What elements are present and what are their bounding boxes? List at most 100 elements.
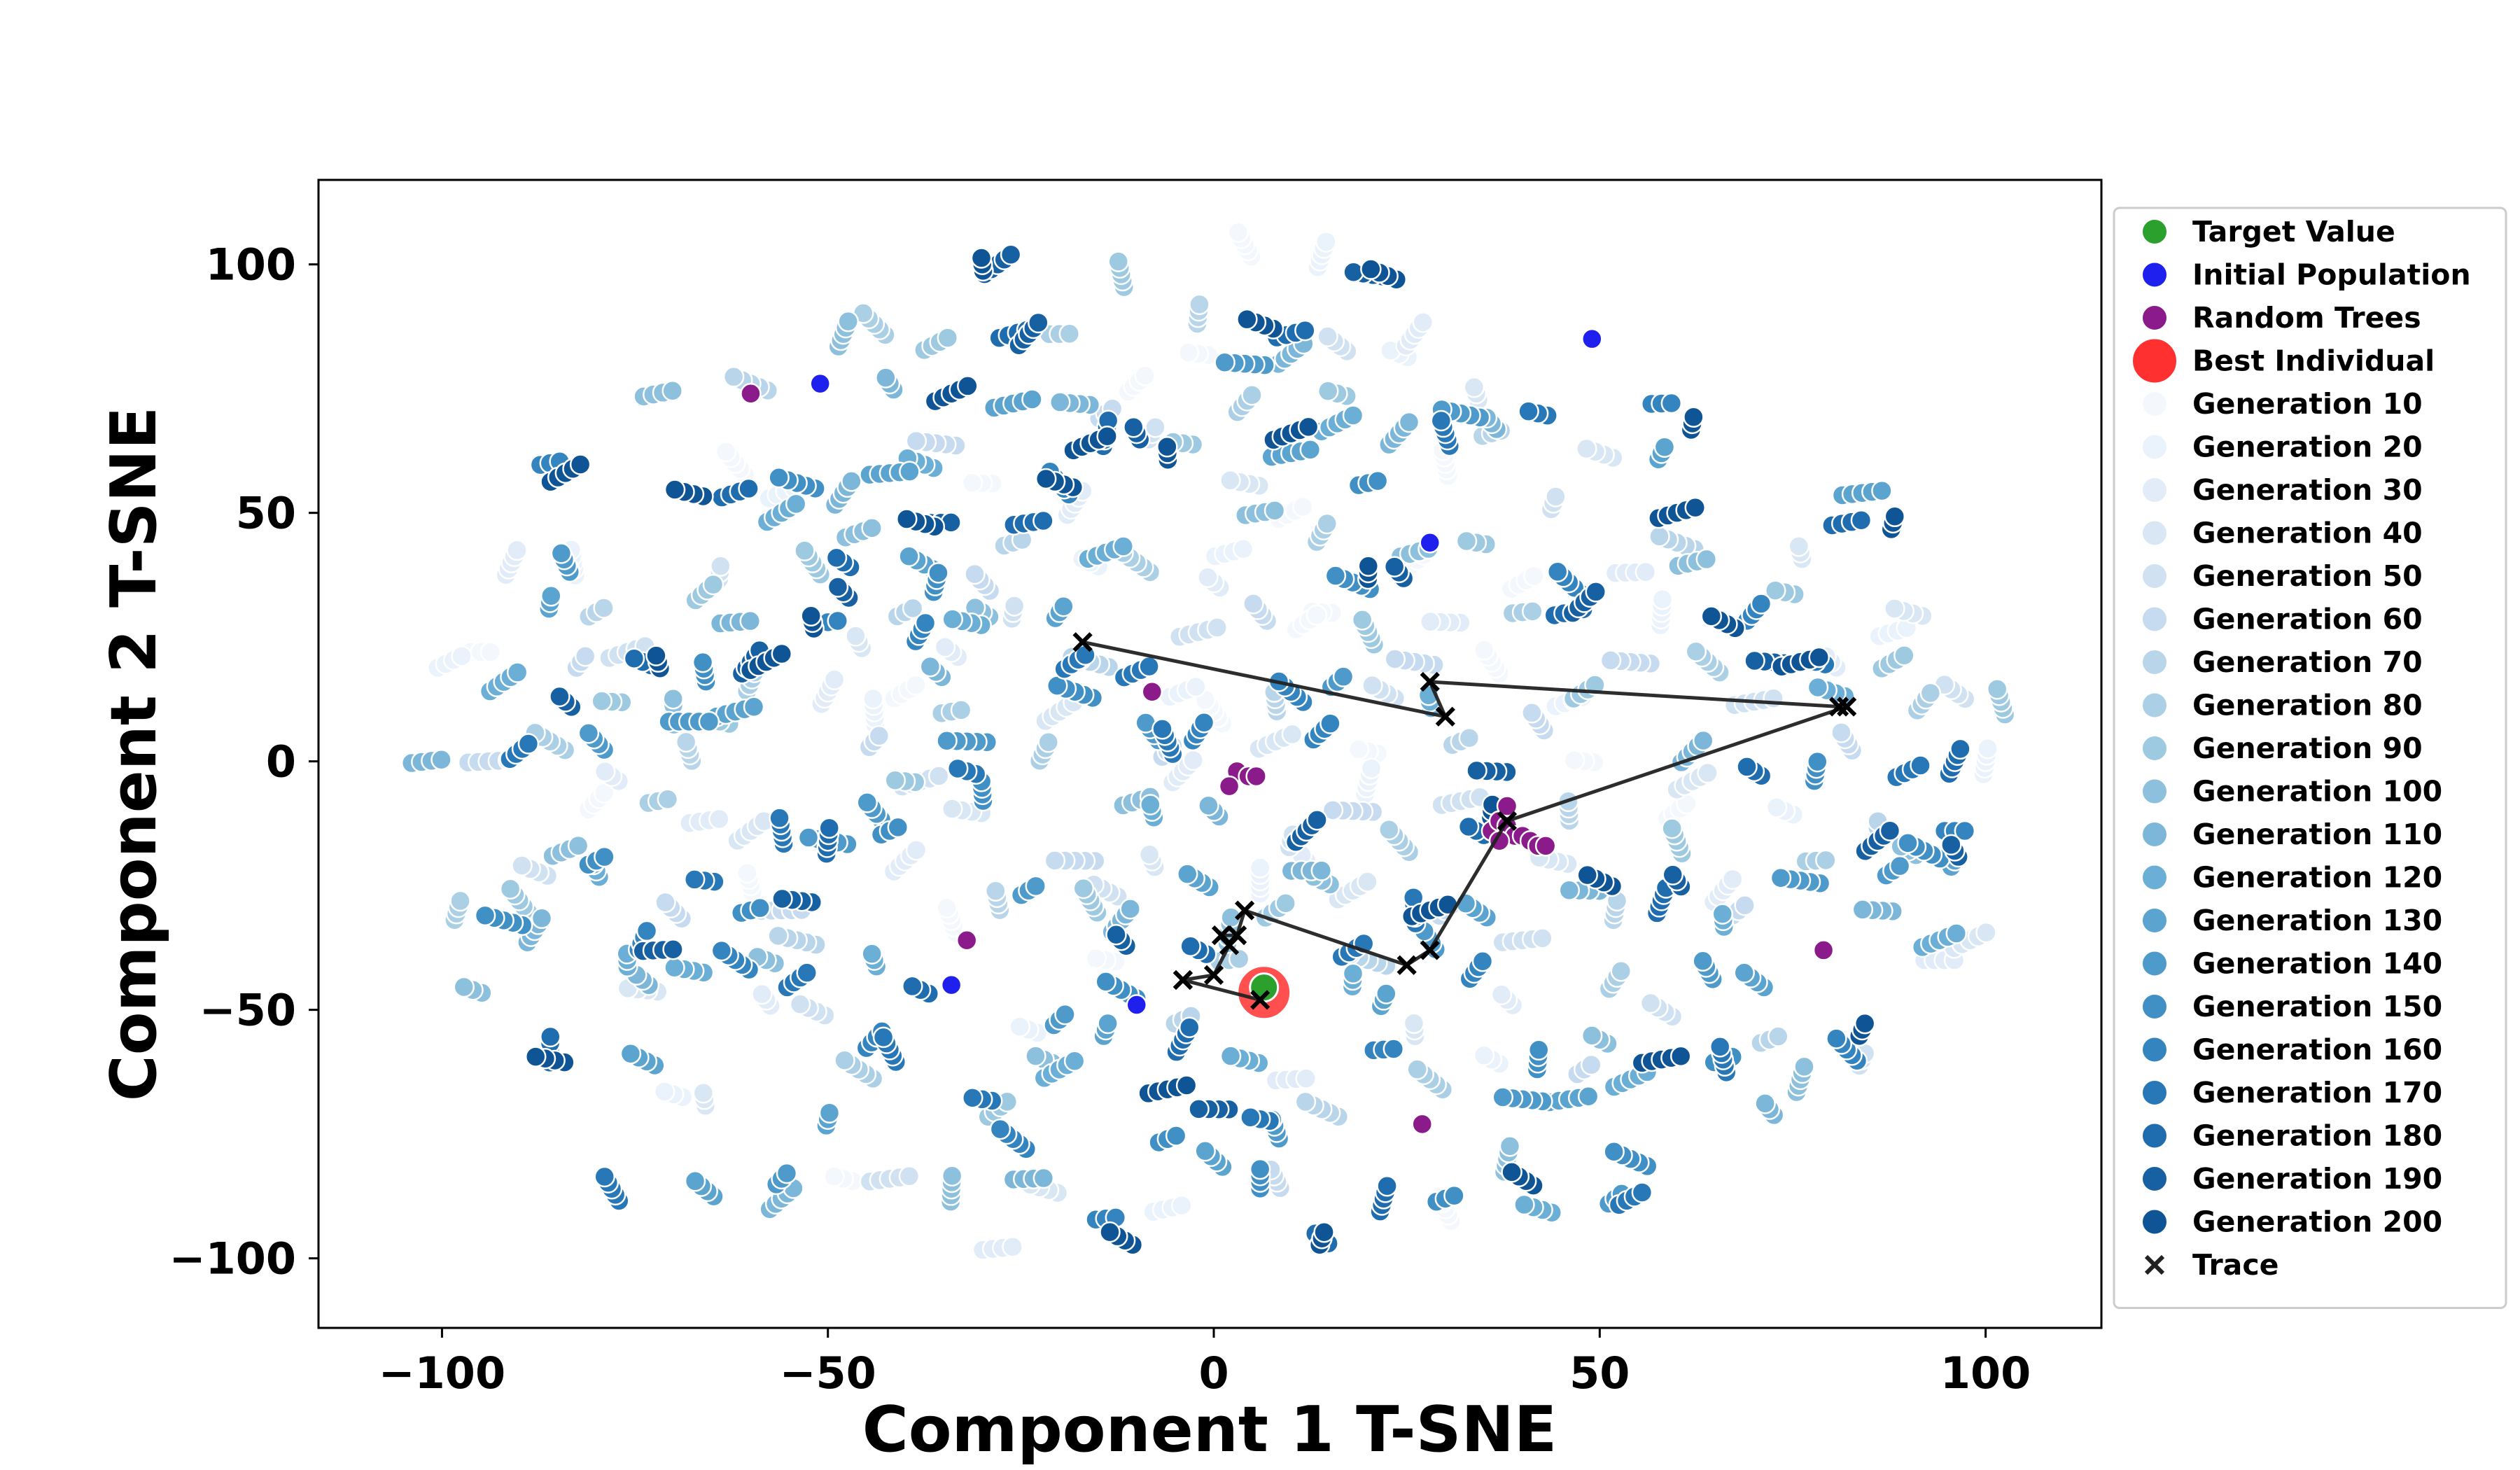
generation-100-point xyxy=(662,687,684,710)
generation-170-point xyxy=(1518,400,1539,422)
y-tick-label: −50 xyxy=(200,985,296,1036)
legend-entry-generation-20: Generation 20 xyxy=(2141,430,2423,464)
trace-marker xyxy=(1250,990,1270,1010)
legend-entry-generation-90: Generation 90 xyxy=(2141,732,2423,765)
generation-190-point xyxy=(827,576,849,598)
legend-marker xyxy=(2141,907,2168,934)
generation-40-point xyxy=(692,1082,715,1104)
x-axis-ticks: −100 −50 0 50 100 xyxy=(379,1328,2031,1399)
generation-10-point xyxy=(1085,947,1107,969)
trace-marker xyxy=(1172,969,1194,990)
generation-10-point xyxy=(936,897,958,919)
generation-20-point xyxy=(1651,588,1674,610)
trace-marker xyxy=(1234,900,1255,920)
generation-70-point xyxy=(1189,293,1210,316)
generation-40-point xyxy=(1884,598,1905,620)
random-trees-point xyxy=(1534,835,1557,857)
generation-30-point xyxy=(1634,561,1657,583)
random-trees-point xyxy=(1411,1113,1433,1135)
generation-150-point xyxy=(927,562,949,584)
x-tick-label: −100 xyxy=(379,1348,505,1399)
generation-160-point xyxy=(914,612,937,634)
generation-160-point xyxy=(1382,1038,1405,1060)
generation-110-point xyxy=(919,656,941,678)
generation-110-point xyxy=(1310,860,1333,881)
generation-150-point xyxy=(1603,1141,1625,1163)
legend-entry-generation-50: Generation 50 xyxy=(2141,559,2423,593)
generation-30-point xyxy=(1721,868,1744,890)
generation-90-point xyxy=(1661,818,1683,839)
generation-170-point xyxy=(1138,655,1160,678)
y-axis-title: Component 2 T-SNE xyxy=(97,407,171,1102)
y-tick-label: 50 xyxy=(236,488,296,539)
trace-marker xyxy=(1072,632,1093,652)
generation-130-point xyxy=(1299,439,1322,461)
generation-50-point xyxy=(511,855,533,876)
generation-90-point xyxy=(1107,251,1129,272)
generation-120-series xyxy=(479,405,1968,1224)
trace-marker xyxy=(1497,811,1518,831)
generation-170-point xyxy=(1240,1107,1261,1128)
generation-130-point xyxy=(1871,479,1893,502)
legend-label: Generation 180 xyxy=(2192,1119,2442,1153)
legend-marker xyxy=(2141,477,2168,503)
generation-120-point xyxy=(1063,1050,1086,1072)
generation-180-point xyxy=(818,817,840,839)
generation-190-point xyxy=(549,685,570,708)
generation-200-point xyxy=(1035,468,1057,490)
generation-120-point xyxy=(1807,676,1829,699)
generation-100-point xyxy=(861,517,883,539)
generation-90-point xyxy=(499,878,522,900)
generation-100-point xyxy=(1264,500,1286,522)
legend-marker xyxy=(2141,950,2168,977)
generation-130-series xyxy=(538,388,1969,1208)
legend-entry-trace: Trace xyxy=(2144,1248,2278,1282)
generation-110-point xyxy=(1398,411,1420,433)
generation-140-point xyxy=(1889,855,1911,877)
generation-190-point xyxy=(662,938,684,960)
generation-200-point xyxy=(1501,1161,1522,1183)
generation-180-point xyxy=(1949,738,1971,760)
legend-label: Generation 20 xyxy=(2192,430,2423,464)
generation-20-point xyxy=(451,645,472,667)
generation-30-point xyxy=(934,636,956,658)
legend-entry-generation-40: Generation 40 xyxy=(2141,517,2423,550)
generation-60-point xyxy=(654,891,676,913)
legend-label: Generation 80 xyxy=(2192,689,2423,722)
generation-190-point xyxy=(1188,1098,1210,1120)
generation-160-point xyxy=(710,939,733,962)
generation-20-point xyxy=(1009,1016,1030,1037)
generation-130-point xyxy=(818,1102,841,1124)
generation-190-point xyxy=(1744,650,1765,672)
generation-80-point xyxy=(449,890,471,912)
legend-label: Generation 90 xyxy=(2192,732,2423,765)
generation-70-point xyxy=(985,880,1007,902)
generation-200-point xyxy=(1884,505,1906,528)
generation-160-point xyxy=(1193,711,1215,734)
generation-70-point xyxy=(902,597,924,620)
generation-50-point xyxy=(1362,674,1383,696)
generation-150-point xyxy=(1095,971,1116,993)
generation-80-point xyxy=(1058,323,1081,345)
generation-180-point xyxy=(902,975,923,997)
generation-60-point xyxy=(1242,593,1264,615)
generation-170-point xyxy=(1631,1182,1653,1203)
y-tick-label: 100 xyxy=(206,239,296,290)
legend-label: Best Individual xyxy=(2192,344,2435,378)
generation-80-point xyxy=(657,788,679,810)
legend-entry-generation-60: Generation 60 xyxy=(2141,603,2423,636)
x-axis-title: Component 1 T-SNE xyxy=(862,1393,1558,1466)
generation-160-point xyxy=(1954,820,1976,842)
generation-190-point xyxy=(1662,864,1684,886)
generation-20-point xyxy=(1170,1194,1193,1217)
legend-entry-generation-120: Generation 120 xyxy=(2141,861,2442,895)
generation-80-point xyxy=(1316,512,1338,535)
legend-marker xyxy=(2141,1122,2168,1149)
legend-marker xyxy=(2141,778,2168,805)
generation-110-point xyxy=(841,470,862,492)
legend-entry-generation-80: Generation 80 xyxy=(2141,689,2423,722)
legend-label: Generation 160 xyxy=(2192,1033,2442,1067)
generation-170-point xyxy=(962,1087,983,1109)
generation-20-point xyxy=(862,687,884,710)
generation-80-point xyxy=(1610,960,1632,982)
